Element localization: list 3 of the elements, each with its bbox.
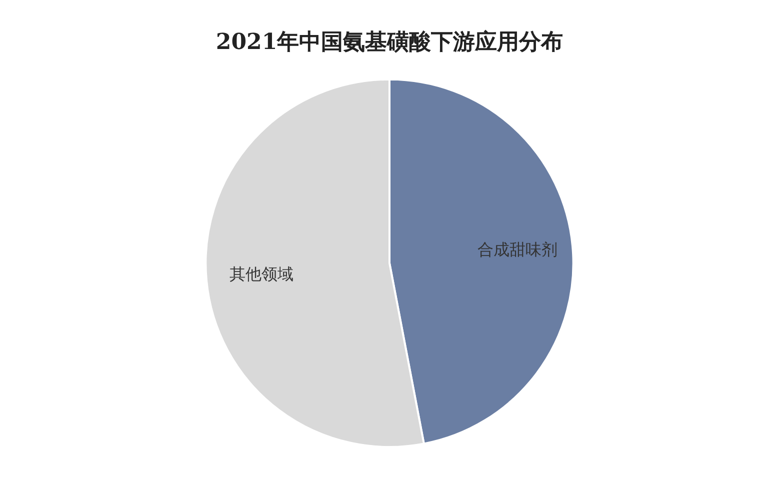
slice-label: 合成甜味剂 <box>478 240 558 260</box>
chart-title: 2021年中国氨基磺酸下游应用分布 <box>216 28 564 55</box>
slice-label: 其他领域 <box>229 264 294 284</box>
